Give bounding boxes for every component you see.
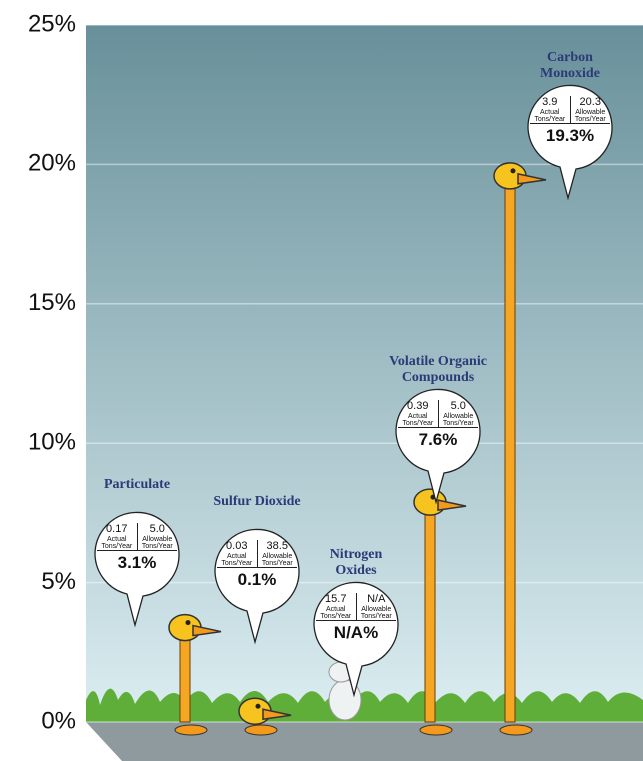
duck-feet (499, 724, 533, 736)
bubble-row: 3.9 Actual Tons/Year 20.3 Allowable Tons/Year (530, 96, 610, 124)
duck-eye (255, 703, 261, 709)
actual-value: 15.7 (325, 593, 347, 605)
y-tick-label: 25% (28, 10, 76, 37)
y-tick-label: 20% (28, 150, 76, 177)
y-tick-label: 15% (28, 289, 76, 316)
allowable-cell: 20.3 Allowable Tons/Year (569, 96, 611, 123)
actual-cell: 3.9 Actual Tons/Year (530, 96, 570, 123)
caption: Tons/Year (402, 420, 434, 427)
category-label: Particulate (103, 477, 171, 492)
duck-beak (437, 499, 467, 511)
bubble-content: 0.39 Actual Tons/Year 5.0 Allowable Tons/Year… (398, 400, 478, 450)
duck-legs (424, 509, 436, 723)
value-label: N/A% (333, 623, 379, 642)
duck-feet (419, 724, 453, 736)
caption: Tons/Year (141, 543, 173, 550)
allowable-value: 5.0 (149, 523, 165, 535)
bubble (527, 84, 613, 201)
bubble-content: 0.17 Actual Tons/Year 5.0 Allowable Tons/Year… (97, 523, 177, 573)
bubble (313, 581, 399, 698)
value-label: 7.6% (418, 430, 458, 449)
actual-cell: 0.39 Actual Tons/Year (398, 400, 438, 427)
caption: Actual (107, 536, 127, 543)
bubble (214, 528, 300, 645)
caption: Tons/Year (574, 116, 606, 123)
category-label: Nitrogen Oxides (329, 547, 383, 578)
allowable-value: 38.5 (266, 540, 288, 552)
bubble-row: 0.39 Actual Tons/Year 5.0 Allowable Tons/Year (398, 400, 478, 428)
caption: Actual (540, 109, 560, 116)
caption: Actual (227, 553, 247, 560)
bubble (94, 511, 180, 628)
caption: Tons/Year (101, 543, 133, 550)
caption: Tons/Year (442, 420, 474, 427)
caption: Allowable (443, 413, 474, 420)
allowable-cell: N/A Allowable Tons/Year (355, 593, 397, 620)
allowable-value: 5.0 (450, 400, 466, 412)
caption: Tons/Year (221, 560, 253, 567)
bubble-row: 0.03 Actual Tons/Year 38.5 Allowable Tons/Yea… (217, 540, 297, 568)
y-tick-label: 10% (28, 429, 76, 456)
category-label: Carbon Monoxide (540, 50, 600, 81)
actual-value: 3.9 (542, 96, 558, 108)
actual-cell: 0.03 Actual Tons/Year (217, 540, 257, 567)
caption: Actual (408, 413, 428, 420)
duck-feet (244, 724, 278, 736)
allowable-cell: 5.0 Allowable Tons/Year (437, 400, 479, 427)
bubble-content: 15.7 Actual Tons/Year N/A Allowable Tons/Year… (316, 593, 396, 643)
duck-eye (185, 620, 191, 626)
caption: Allowable (575, 109, 606, 116)
caption: Actual (326, 606, 346, 613)
caption: Tons/Year (360, 613, 392, 620)
grass (86, 688, 643, 722)
category-label: Sulfur Dioxide (213, 494, 301, 509)
floor (86, 722, 643, 761)
caption: Tons/Year (534, 116, 566, 123)
allowable-value: 20.3 (579, 96, 601, 108)
allowable-cell: 38.5 Allowable Tons/Year (256, 540, 298, 567)
bubble-row: 15.7 Actual Tons/Year N/A Allowable Tons/Year (316, 593, 396, 621)
category-label: Volatile Organic Compounds (389, 354, 487, 385)
actual-cell: 15.7 Actual Tons/Year (316, 593, 356, 620)
caption: Allowable (361, 606, 392, 613)
y-tick-label: 5% (41, 568, 76, 595)
allowable-cell: 5.0 Allowable Tons/Year (136, 523, 178, 550)
duck-legs (179, 635, 191, 723)
value-label: 3.1% (117, 553, 157, 572)
actual-value: 0.17 (106, 523, 128, 535)
actual-value: 0.03 (226, 540, 248, 552)
actual-value: 0.39 (407, 400, 429, 412)
duck-legs (504, 183, 516, 723)
bubble-row: 0.17 Actual Tons/Year 5.0 Allowable Tons/Year (97, 523, 177, 551)
value-label: 19.3% (545, 126, 595, 145)
bubble (395, 388, 481, 505)
caption: Tons/Year (320, 613, 352, 620)
actual-cell: 0.17 Actual Tons/Year (97, 523, 137, 550)
caption: Allowable (142, 536, 173, 543)
duck-feet (174, 724, 208, 736)
y-tick-label: 0% (41, 707, 76, 734)
caption: Allowable (262, 553, 293, 560)
duck-beak (517, 172, 547, 185)
bubble-content: 0.03 Actual Tons/Year 38.5 Allowable Tons/Yea… (217, 540, 297, 590)
duck-beak (262, 708, 292, 721)
value-label: 0.1% (237, 570, 277, 589)
duck-beak (192, 624, 222, 637)
allowable-value: N/A (367, 593, 386, 605)
duck-eye (510, 168, 516, 174)
bubble-content: 3.9 Actual Tons/Year 20.3 Allowable Tons/Year… (530, 96, 610, 146)
caption: Tons/Year (261, 560, 293, 567)
